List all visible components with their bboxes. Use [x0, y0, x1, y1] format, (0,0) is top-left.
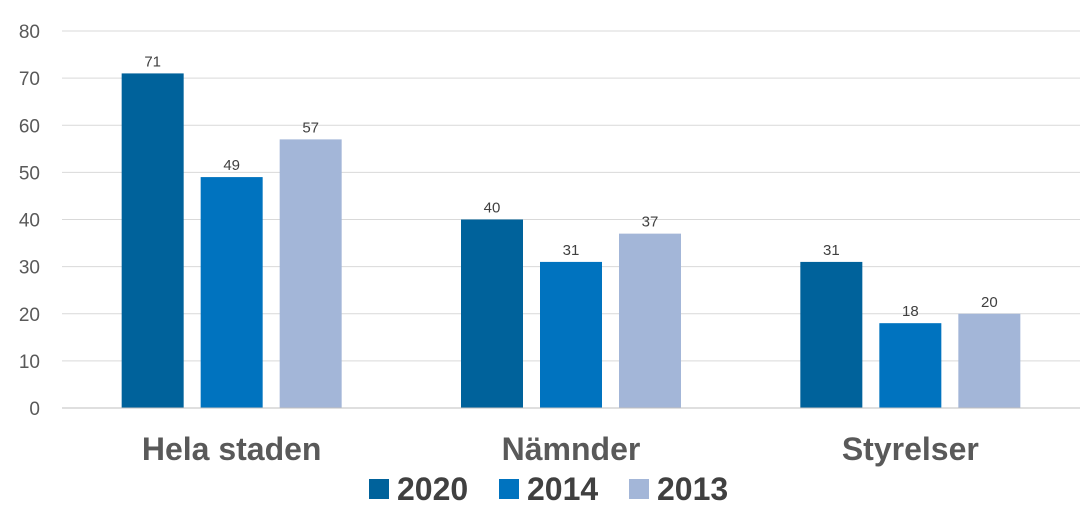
legend-label: 2020 — [397, 471, 468, 507]
bar-2014-1 — [200, 177, 263, 408]
bar-2013-1 — [279, 139, 342, 408]
bar-2020-1 — [121, 73, 184, 408]
legend-item-2013: 2013 — [629, 471, 728, 507]
bar-2013-2 — [619, 233, 681, 408]
data-label: 20 — [981, 294, 998, 311]
category-labels: Hela staden Nämnder Styrelser — [142, 431, 979, 467]
data-labels: 71 49 57 40 31 37 31 18 20 — [144, 53, 997, 320]
bar-2014-3 — [879, 323, 942, 408]
legend-label: 2013 — [657, 471, 728, 507]
category-label: Styrelser — [842, 431, 979, 467]
y-tick-label: 20 — [19, 305, 40, 326]
y-axis-ticks: 0 10 20 30 40 50 60 70 80 — [19, 22, 40, 420]
data-label: 57 — [302, 119, 319, 136]
y-tick-label: 60 — [19, 116, 40, 137]
y-tick-label: 10 — [19, 352, 40, 373]
bars — [121, 73, 1021, 408]
category-label: Nämnder — [502, 431, 641, 467]
bar-2014-2 — [540, 261, 602, 408]
data-label: 18 — [902, 303, 919, 320]
y-tick-label: 30 — [19, 258, 40, 279]
legend-label: 2014 — [527, 471, 598, 507]
legend-swatch — [499, 479, 519, 499]
legend-swatch — [629, 479, 649, 499]
y-tick-label: 40 — [19, 211, 40, 232]
bar-2020-2 — [461, 219, 523, 408]
legend-item-2020: 2020 — [369, 471, 468, 507]
y-tick-label: 50 — [19, 163, 40, 184]
legend: 2020 2014 2013 — [369, 471, 728, 507]
y-tick-label: 0 — [29, 399, 40, 420]
y-tick-label: 70 — [19, 69, 40, 90]
data-label: 31 — [563, 242, 580, 259]
data-label: 40 — [484, 200, 501, 217]
data-label: 31 — [823, 242, 840, 259]
data-label: 37 — [642, 214, 659, 231]
legend-item-2014: 2014 — [499, 471, 598, 507]
y-tick-label: 80 — [19, 22, 40, 43]
legend-swatch — [369, 479, 389, 499]
data-label: 71 — [144, 53, 161, 70]
data-label: 49 — [223, 157, 240, 174]
bar-2013-3 — [958, 313, 1021, 408]
bar-2020-3 — [800, 261, 863, 408]
category-label: Hela staden — [142, 431, 322, 467]
